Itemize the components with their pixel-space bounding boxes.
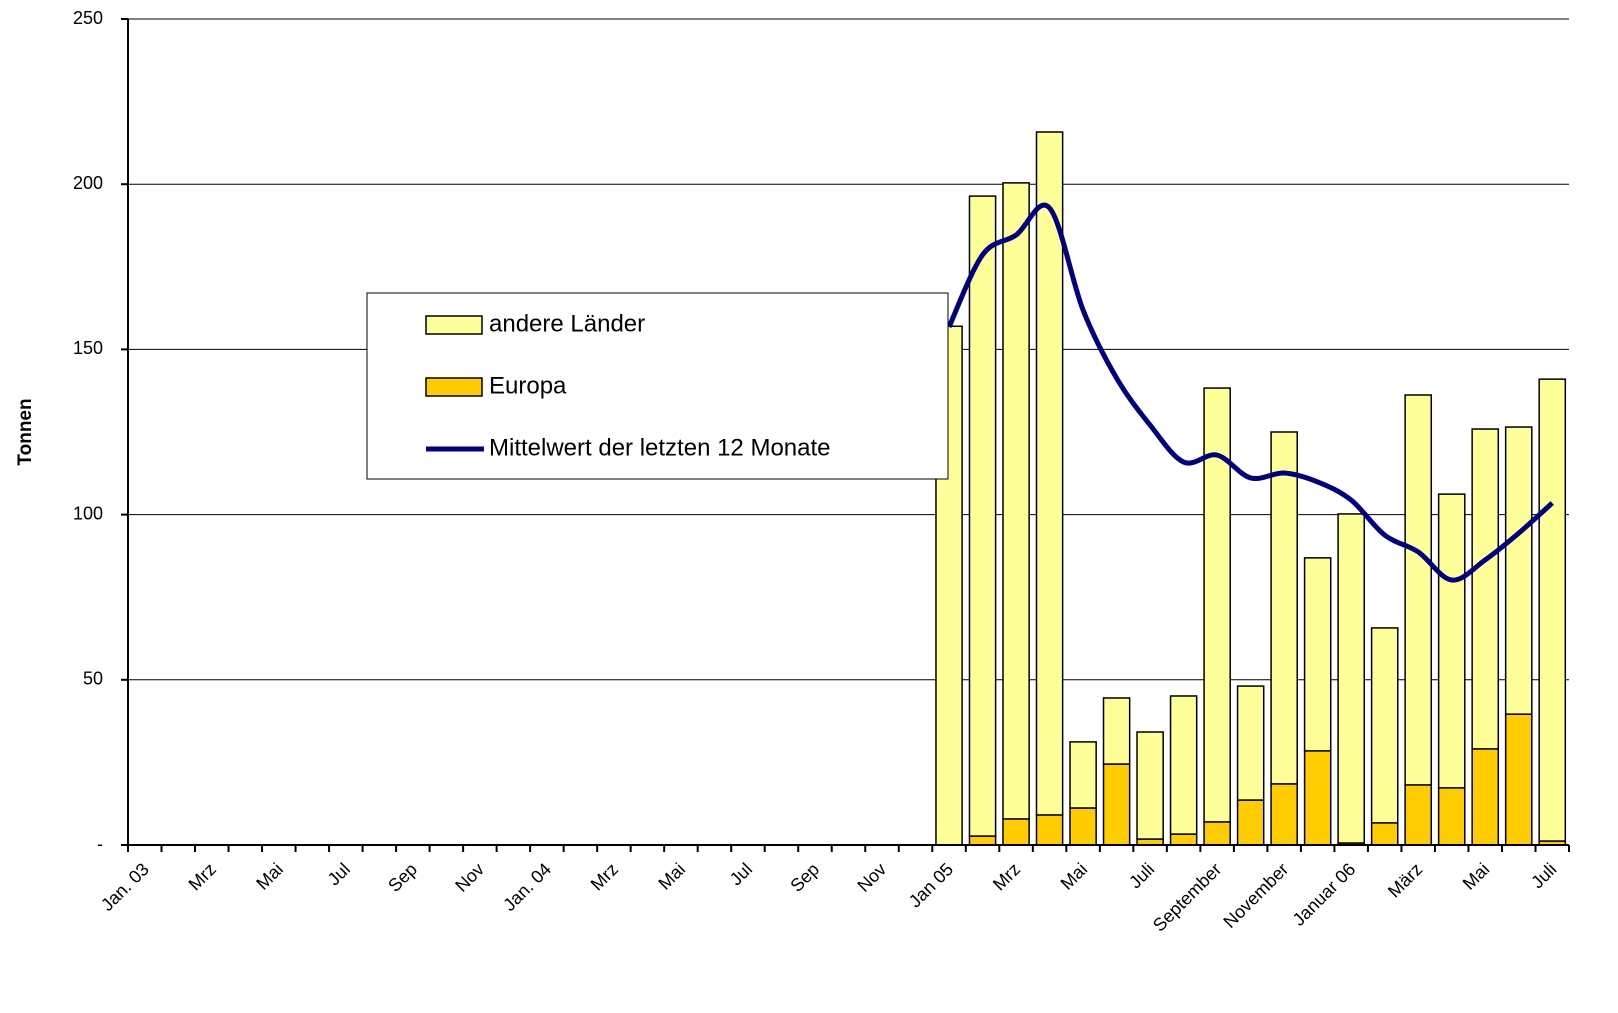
x-tick-label: Sep — [384, 859, 421, 896]
x-tick-label: März — [1384, 859, 1426, 901]
bar-segment — [1303, 750, 1332, 846]
x-tick-label: November — [1219, 859, 1292, 932]
x-tick-label: Juli — [1527, 859, 1560, 892]
x-tick-label: Mai — [1057, 859, 1092, 894]
bar-segment — [1437, 787, 1466, 846]
bar-segment — [968, 195, 997, 837]
bar-segment — [1069, 741, 1097, 809]
y-tick-label: 200 — [73, 173, 103, 193]
bar-segment — [1538, 378, 1567, 842]
y-axis-title: Tonnen — [15, 398, 36, 465]
bar-segment — [1370, 822, 1399, 846]
bar-segment — [1035, 131, 1064, 816]
x-tick-label: Jan 05 — [905, 859, 957, 911]
y-tick-label: - — [97, 834, 103, 854]
bar-segment — [1069, 807, 1097, 846]
bar-segment — [1169, 833, 1198, 846]
legend-swatch — [425, 377, 483, 397]
x-tick-label: Nov — [451, 859, 488, 896]
bar-segment — [1203, 821, 1231, 846]
bar-segment — [1370, 627, 1399, 824]
bar-segment — [1102, 697, 1131, 765]
x-tick-label: Mai — [1459, 859, 1494, 894]
bar-segment — [1236, 799, 1265, 846]
bar-segment — [1035, 814, 1064, 846]
y-tick-label: 150 — [73, 338, 103, 358]
x-tick-label: September — [1149, 859, 1225, 935]
x-tick-label: Mrz — [989, 859, 1024, 894]
bar-segment — [1404, 784, 1433, 846]
x-tick-label: Januar 06 — [1289, 859, 1360, 930]
y-tick-label: 250 — [73, 8, 103, 28]
bar-segment — [1136, 731, 1164, 840]
bar-segment — [1504, 713, 1533, 846]
legend-swatch — [425, 315, 483, 335]
x-tick-label: Jan. 04 — [499, 859, 555, 915]
bar-segment — [1236, 685, 1265, 801]
line-series — [946, 202, 1554, 583]
bar-segment — [1337, 513, 1365, 844]
bar-segment — [968, 835, 997, 846]
bar-segment — [1102, 763, 1131, 846]
x-tick-label: Mrz — [185, 859, 220, 894]
bar-segment — [1270, 783, 1298, 846]
x-tick-label: Nov — [853, 859, 890, 896]
y-tick-label: 50 — [83, 669, 103, 689]
x-tick-label: Mrz — [587, 859, 622, 894]
x-tick-label: Sep — [786, 859, 823, 896]
bar-segment — [1002, 182, 1030, 820]
bar-segment — [1270, 431, 1298, 785]
x-tick-label: Jul — [726, 859, 756, 889]
bar-segment — [1303, 557, 1332, 752]
bar-segment — [1404, 394, 1433, 786]
bar-segment — [1471, 428, 1500, 750]
bar-segment — [1504, 426, 1533, 715]
x-tick-label: Jan. 03 — [97, 859, 153, 915]
bar-segment — [1169, 695, 1198, 835]
x-tick-label: Mai — [654, 859, 689, 894]
bar-segment — [1471, 748, 1500, 846]
legend-label: Mittelwert der letzten 12 Monate — [489, 434, 831, 461]
x-tick-label: Juli — [1125, 859, 1158, 892]
legend-label: andere Länder — [489, 310, 645, 337]
legend-label: Europa — [489, 372, 567, 399]
x-tick-label: Jul — [324, 859, 354, 889]
x-tick-label: Mai — [252, 859, 287, 894]
bar-segment — [1437, 493, 1466, 789]
y-tick-label: 100 — [73, 503, 103, 523]
bar-segment — [1002, 818, 1030, 846]
